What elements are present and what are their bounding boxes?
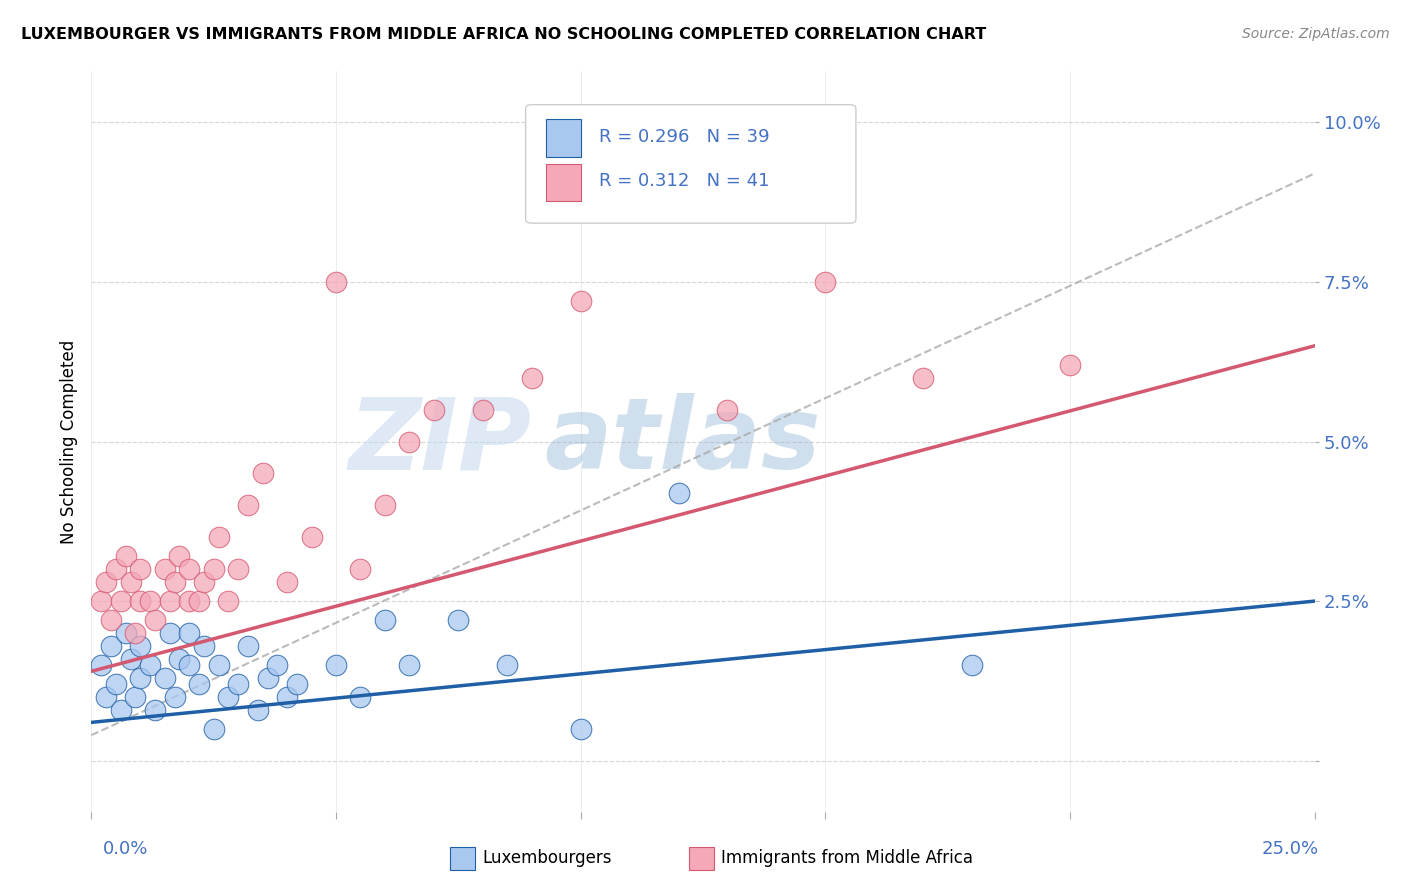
Text: atlas: atlas: [544, 393, 821, 490]
Point: [179, 626, 201, 640]
Point: [226, 677, 249, 691]
Point: [110, 703, 132, 717]
Text: ZIP: ZIP: [349, 393, 531, 490]
Point: [349, 562, 371, 576]
Point: [110, 594, 132, 608]
Point: [179, 562, 201, 576]
Point: [236, 499, 259, 513]
Point: [179, 657, 201, 672]
Point: [193, 574, 215, 589]
Point: [163, 574, 186, 589]
Point: [398, 434, 420, 449]
Text: 25.0%: 25.0%: [1261, 840, 1319, 858]
Point: [159, 626, 181, 640]
Point: [129, 639, 152, 653]
Point: [169, 651, 191, 665]
Point: [447, 613, 470, 627]
Point: [153, 562, 176, 576]
Point: [325, 657, 347, 672]
Point: [120, 574, 142, 589]
Point: [960, 657, 983, 672]
Point: [188, 594, 211, 608]
Point: [217, 690, 239, 704]
Point: [202, 722, 225, 736]
Text: Immigrants from Middle Africa: Immigrants from Middle Africa: [721, 849, 973, 867]
Point: [129, 594, 152, 608]
Bar: [547, 120, 581, 156]
Point: [374, 499, 396, 513]
Point: [912, 370, 935, 384]
Bar: [547, 164, 581, 201]
Point: [325, 275, 347, 289]
Text: R = 0.312   N = 41: R = 0.312 N = 41: [599, 172, 769, 190]
Point: [217, 594, 239, 608]
Point: [207, 657, 229, 672]
Point: [139, 657, 162, 672]
Point: [188, 677, 211, 691]
Point: [129, 562, 152, 576]
Point: [94, 574, 117, 589]
Point: [114, 549, 136, 564]
Text: Luxembourgers: Luxembourgers: [482, 849, 612, 867]
FancyBboxPatch shape: [526, 104, 856, 223]
Point: [124, 626, 146, 640]
Point: [193, 639, 215, 653]
Point: [236, 639, 259, 653]
Point: [139, 594, 162, 608]
Point: [349, 690, 371, 704]
Point: [569, 294, 592, 309]
Point: [520, 370, 543, 384]
Point: [471, 402, 494, 417]
Text: R = 0.296   N = 39: R = 0.296 N = 39: [599, 128, 769, 145]
Point: [129, 671, 152, 685]
Point: [207, 530, 229, 544]
Point: [276, 690, 298, 704]
Point: [496, 657, 519, 672]
Point: [814, 275, 837, 289]
Point: [619, 179, 641, 194]
Text: 0.0%: 0.0%: [103, 840, 148, 858]
Point: [276, 574, 298, 589]
Point: [246, 703, 269, 717]
Point: [285, 677, 308, 691]
Point: [716, 402, 738, 417]
Point: [202, 562, 225, 576]
Point: [252, 467, 274, 481]
Point: [256, 671, 278, 685]
Point: [120, 651, 142, 665]
Point: [1059, 358, 1081, 372]
Point: [143, 703, 166, 717]
Point: [104, 677, 127, 691]
Point: [159, 594, 181, 608]
Point: [423, 402, 446, 417]
Point: [179, 594, 201, 608]
Text: LUXEMBOURGER VS IMMIGRANTS FROM MIDDLE AFRICA NO SCHOOLING COMPLETED CORRELATION: LUXEMBOURGER VS IMMIGRANTS FROM MIDDLE A…: [21, 27, 987, 42]
Point: [100, 639, 122, 653]
Point: [569, 722, 592, 736]
Point: [114, 626, 136, 640]
Point: [301, 530, 323, 544]
Point: [100, 613, 122, 627]
Text: Source: ZipAtlas.com: Source: ZipAtlas.com: [1241, 27, 1389, 41]
Point: [90, 594, 112, 608]
Point: [124, 690, 146, 704]
Point: [90, 657, 112, 672]
Point: [104, 562, 127, 576]
Point: [163, 690, 186, 704]
Point: [266, 657, 288, 672]
Point: [374, 613, 396, 627]
Point: [169, 549, 191, 564]
Point: [668, 485, 690, 500]
Point: [153, 671, 176, 685]
Point: [143, 613, 166, 627]
Point: [226, 562, 249, 576]
Y-axis label: No Schooling Completed: No Schooling Completed: [59, 340, 77, 543]
Point: [94, 690, 117, 704]
Point: [398, 657, 420, 672]
